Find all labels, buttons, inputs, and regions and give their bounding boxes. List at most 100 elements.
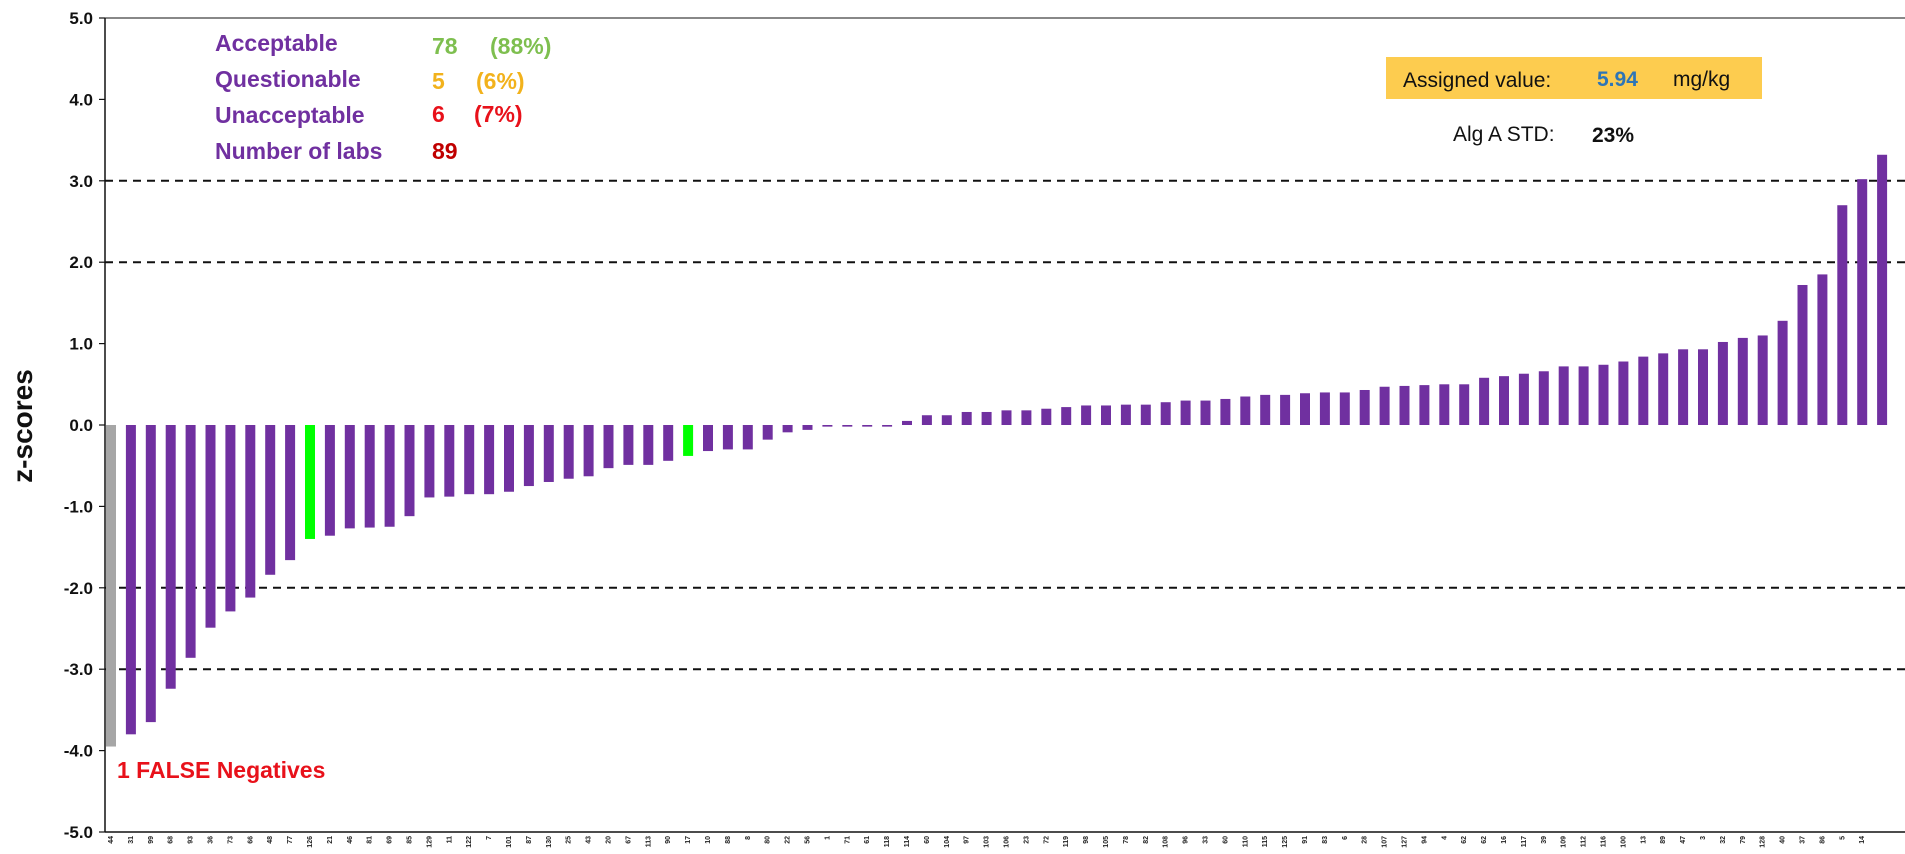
bar (1359, 389, 1370, 425)
questionable-count: 5 (432, 68, 445, 94)
x-category-label: 94 (1421, 836, 1428, 844)
bar (603, 425, 614, 469)
bar (1698, 349, 1708, 425)
bar (1658, 353, 1669, 425)
y-tick-label: 0.0 (69, 416, 93, 435)
bar (1558, 366, 1569, 425)
x-category-label: 16 (1501, 836, 1508, 844)
x-category-label: 43 (586, 836, 593, 844)
x-category-label: 10 (705, 836, 712, 844)
y-tick-label: 3.0 (69, 172, 93, 191)
bar (1260, 394, 1271, 425)
bar (245, 425, 256, 598)
bar (265, 425, 276, 575)
bar (1180, 400, 1191, 425)
bar (1300, 393, 1310, 425)
x-category-label: 107 (1382, 836, 1389, 848)
x-category-label: 83 (1322, 836, 1329, 844)
bar (1797, 284, 1808, 425)
x-category-label: 72 (1043, 836, 1050, 844)
bar (822, 425, 833, 427)
x-category-label: 104 (944, 836, 951, 848)
assigned-value-label: Assigned value: (1403, 69, 1551, 92)
summary-block: Acceptable 78 (88%) Questionable 5 (6%) … (215, 30, 551, 164)
y-tick-label: -3.0 (64, 660, 93, 679)
bar (623, 425, 634, 465)
y-tick-label: 4.0 (69, 90, 93, 109)
std-value: 23% (1592, 124, 1634, 147)
x-category-label: 37 (1800, 836, 1807, 844)
bar (683, 425, 694, 456)
category-labels-group: 44 31 99 68 93 36 73 66 48 77 126 21 46 81 69 85 129 11 12… (108, 836, 1866, 848)
bar (1857, 179, 1868, 425)
x-category-label: 85 (407, 836, 414, 844)
assigned-value-unit: mg/kg (1673, 68, 1730, 91)
bar (1160, 402, 1171, 425)
x-category-label: 87 (526, 836, 533, 844)
false-negative-annotation: 1 FALSE Negatives (117, 757, 325, 783)
x-category-label: 105 (1103, 836, 1110, 848)
bar (165, 425, 176, 689)
x-category-label: 96 (1183, 836, 1190, 844)
bar (305, 425, 315, 539)
assigned-value-number: 5.94 (1597, 68, 1638, 91)
bar (225, 425, 236, 612)
x-category-label: 101 (506, 836, 513, 848)
x-category-label: 89 (1660, 836, 1667, 844)
x-category-label: 3 (1700, 836, 1707, 840)
bar (583, 425, 594, 477)
bar (1777, 320, 1788, 425)
bar (643, 425, 654, 465)
x-category-label: 39 (1541, 836, 1548, 844)
bar (802, 425, 813, 430)
x-category-label: 21 (327, 836, 334, 844)
x-category-label: 22 (785, 836, 792, 844)
bar (563, 425, 574, 479)
x-category-label: 119 (1063, 836, 1070, 847)
x-category-label: 60 (1222, 836, 1229, 844)
x-category-label: 80 (765, 836, 772, 844)
x-category-label: 62 (1461, 836, 1468, 844)
bar (106, 425, 116, 747)
bar (862, 425, 873, 427)
bar (1419, 385, 1430, 425)
x-category-label: 117 (1521, 836, 1528, 847)
y-ticks-group: 5.0 4.0 3.0 2.0 1.0 0.0 -1.0 -2.0 -3.0 -4.0 -5.0 (64, 9, 105, 842)
bar (842, 425, 853, 427)
x-category-label: 110 (1242, 836, 1249, 847)
labs-count: 89 (432, 138, 458, 164)
bar (902, 420, 912, 425)
x-category-label: 108 (1163, 836, 1170, 848)
x-category-label: 48 (267, 836, 274, 844)
bar (1101, 405, 1111, 425)
x-category-label: 33 (1203, 836, 1210, 844)
bar (1439, 384, 1450, 425)
x-category-label: 28 (1362, 836, 1369, 844)
bar (1081, 405, 1092, 425)
x-category-label: 127 (1402, 836, 1409, 848)
x-category-label: 32 (1720, 836, 1727, 844)
x-category-label: 91 (1302, 836, 1309, 844)
bar (1459, 384, 1470, 425)
y-tick-label: -5.0 (64, 823, 93, 842)
bar (285, 425, 296, 561)
assigned-value-background (1386, 57, 1762, 99)
x-category-label: 125 (1282, 836, 1289, 848)
bar (1837, 205, 1848, 425)
x-category-label: 112 (1581, 836, 1588, 847)
x-category-label: 116 (1601, 836, 1608, 847)
x-category-label: 115 (1262, 836, 1269, 847)
bar (1280, 394, 1291, 425)
bar (1678, 349, 1689, 425)
x-category-label: 79 (1740, 836, 1747, 844)
bar (424, 425, 435, 498)
x-category-label: 20 (606, 836, 613, 844)
x-category-label: 25 (566, 836, 573, 844)
labs-label: Number of labs (215, 138, 382, 164)
bar (703, 425, 713, 452)
y-axis-label: z-scores (7, 369, 38, 483)
x-category-label: 100 (1620, 836, 1627, 848)
x-category-label: 68 (168, 836, 175, 844)
x-category-label: 77 (287, 836, 294, 844)
